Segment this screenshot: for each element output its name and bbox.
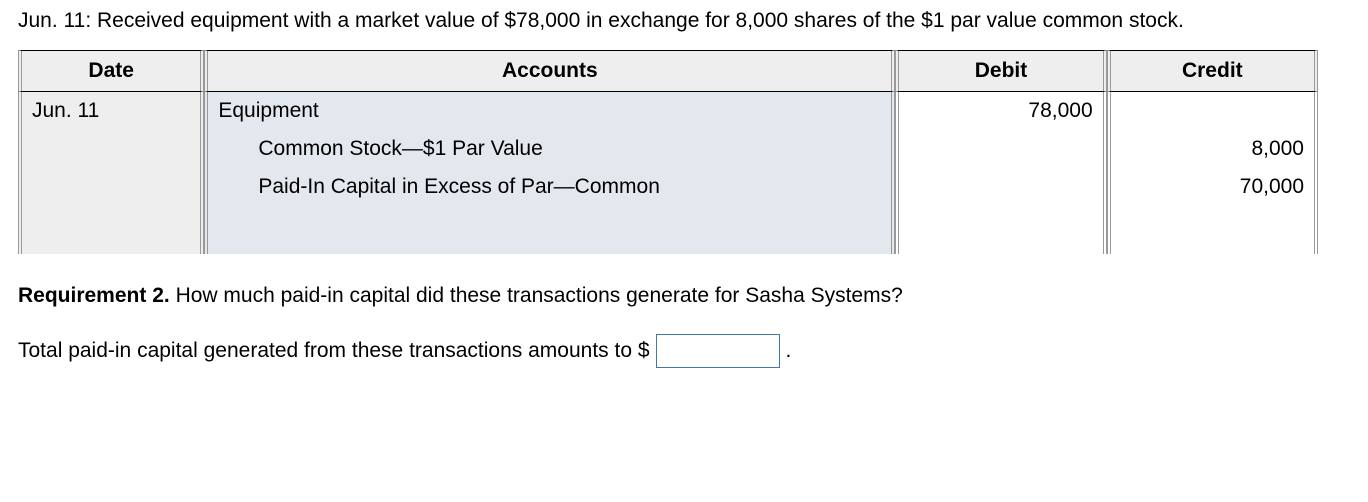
cell-debit [895,130,1106,168]
requirement-label: Requirement 2. [18,284,170,307]
total-paid-in-capital-input[interactable] [656,334,780,368]
answer-suffix: . [786,339,792,363]
table-row: Jun. 11 Equipment 78,000 [18,92,1318,130]
cell-credit [1107,92,1318,130]
col-header-date: Date [18,50,204,92]
cell-account: Equipment [204,92,895,130]
cell-debit [895,206,1106,254]
requirement-question: Requirement 2. How much paid-in capital … [18,280,1350,312]
table-header-row: Date Accounts Debit Credit [18,50,1318,92]
table-row: Common Stock—$1 Par Value 8,000 [18,130,1318,168]
col-header-debit: Debit [895,50,1106,92]
table-row: Paid-In Capital in Excess of Par—Common … [18,168,1318,206]
col-header-credit: Credit [1107,50,1318,92]
page-root: Jun. 11: Received equipment with a marke… [0,0,1368,390]
col-header-accounts: Accounts [204,50,895,92]
cell-account: Paid-In Capital in Excess of Par—Common [204,168,895,206]
account-text: Common Stock—$1 Par Value [218,137,542,161]
cell-date [18,206,204,254]
cell-account: Common Stock—$1 Par Value [204,130,895,168]
cell-credit [1107,206,1318,254]
cell-credit: 70,000 [1107,168,1318,206]
answer-prefix: Total paid-in capital generated from the… [18,339,650,363]
table-row [18,206,1318,254]
transaction-description: Jun. 11: Received equipment with a marke… [18,6,1350,36]
cell-date [18,130,204,168]
cell-date: Jun. 11 [18,92,204,130]
account-text: Paid-In Capital in Excess of Par—Common [218,175,660,199]
cell-debit [895,168,1106,206]
requirement-text: How much paid-in capital did these trans… [176,284,903,307]
cell-debit: 78,000 [895,92,1106,130]
cell-date [18,168,204,206]
cell-account [204,206,895,254]
answer-line: Total paid-in capital generated from the… [18,334,1350,368]
journal-entry-table: Date Accounts Debit Credit Jun. 11 Equip… [18,50,1318,254]
cell-credit: 8,000 [1107,130,1318,168]
